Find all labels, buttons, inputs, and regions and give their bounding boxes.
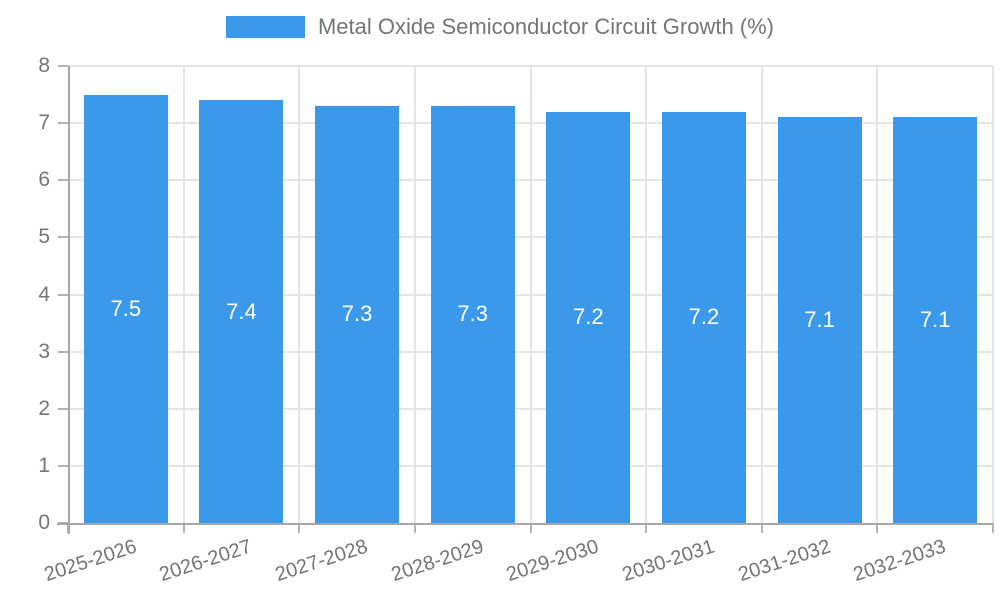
bar-value-label: 7.2: [688, 304, 720, 330]
bar-value-label: 7.5: [110, 295, 142, 321]
bar-value-label: 7.1: [919, 307, 951, 333]
bar[interactable]: [315, 105, 400, 523]
y-tick: [58, 407, 68, 410]
bar-value-label: 7.4: [226, 298, 257, 324]
legend-label: Metal Oxide Semiconductor Circuit Growth…: [317, 14, 775, 39]
x-gridline: [876, 66, 879, 523]
bar[interactable]: [199, 100, 284, 523]
x-gridline: [413, 66, 416, 523]
y-tick-label: 1: [38, 453, 50, 477]
y-tick-label: 3: [38, 339, 50, 363]
y-tick: [58, 293, 68, 296]
bar[interactable]: [661, 111, 746, 523]
x-tick: [876, 523, 879, 533]
x-gridline: [992, 66, 994, 523]
y-tick: [58, 179, 68, 182]
y-tick: [58, 65, 68, 67]
legend[interactable]: Metal Oxide Semiconductor Circuit Growth…: [0, 14, 1000, 40]
plot-area: 0 1 2 3 4 5 6 7 8 7.5 2025-2026 7.4 2026-2027 7.3 2027…: [38, 54, 994, 586]
y-tick-label: 8: [38, 54, 50, 77]
y-tick-label: 0: [38, 511, 50, 534]
x-tick: [413, 523, 416, 533]
x-tick: [760, 523, 763, 533]
x-gridline: [529, 66, 532, 523]
bar[interactable]: [893, 117, 978, 523]
bar[interactable]: [83, 94, 168, 523]
x-tick: [645, 523, 648, 533]
x-gridline: [298, 66, 301, 523]
bar-value-label: 7.3: [341, 301, 373, 327]
x-axis-line: [57, 523, 993, 525]
x-gridline: [645, 66, 648, 523]
bar[interactable]: [546, 111, 631, 523]
x-tick: [182, 523, 185, 533]
x-tick: [529, 523, 532, 533]
x-gridline: [760, 66, 763, 523]
y-tick: [58, 122, 68, 125]
bar-value-label: 7.1: [804, 307, 835, 333]
y-tick-label: 6: [38, 168, 50, 192]
legend-swatch[interactable]: [225, 16, 305, 38]
y-tick: [58, 464, 68, 467]
y-tick: [58, 350, 68, 353]
bar[interactable]: [430, 105, 515, 523]
x-gridline: [182, 66, 185, 523]
bar-value-label: 7.3: [457, 301, 488, 327]
x-tick: [298, 523, 301, 533]
y-tick-label: 5: [38, 225, 50, 249]
y-tick: [58, 236, 68, 239]
y-tick-label: 7: [38, 111, 50, 135]
y-tick-label: 2: [38, 396, 50, 420]
x-tick: [992, 523, 994, 533]
y-axis-line: [68, 66, 70, 534]
bar[interactable]: [777, 117, 862, 523]
bar-value-label: 7.2: [573, 304, 604, 330]
y-tick-label: 4: [38, 282, 50, 306]
